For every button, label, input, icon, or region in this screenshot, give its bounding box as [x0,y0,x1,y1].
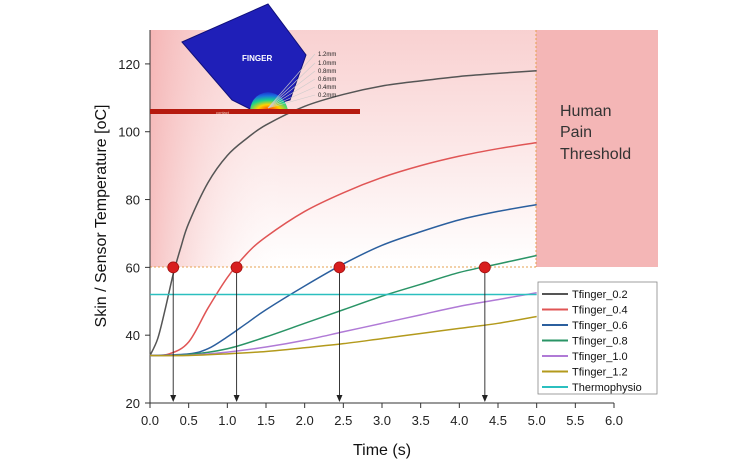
x-tick-label: 3.5 [412,413,430,428]
pain-region-right [536,30,658,267]
depth-label-3: 0.8mm [318,69,336,75]
y-tick-label: 60 [126,260,140,275]
legend-box [537,281,658,395]
depth-lines [267,53,316,109]
legend-label: Thermophysio [572,382,642,394]
y-tick-label: 120 [118,57,140,72]
x-tick-label: 4.0 [450,413,468,428]
x-ticks: 0.0 0.5 1.0 1.5 2.0 2.5 3.0 3.5 4.0 4.5 5.0 5.5 6.0 [141,403,623,428]
depth-label-4: 0.6mm [318,77,336,83]
marker-arrow-head [233,395,240,402]
x-tick-label: 6.0 [605,413,623,428]
series-group [149,69,537,357]
marker-point [230,261,243,274]
x-tick-label: 5.0 [528,413,546,428]
series-line-Tfinger_0.6 [149,203,537,357]
depth-label-5: 0.4mm [318,85,336,91]
marker-point [167,261,180,274]
pain-label-line2: Pain [560,124,592,141]
x-tick-label: 0.0 [141,413,159,428]
legend-label: Tfinger_1.2 [572,367,628,379]
y-tick-label: 20 [126,396,140,411]
series-line-Tfinger_1.2 [149,315,537,357]
legend-label: Tfinger_0.2 [572,289,628,301]
x-tick-label: 2.0 [296,413,314,428]
x-tick-label: 4.5 [489,413,507,428]
finger-shape [181,3,307,111]
marker-point [478,261,491,274]
x-tick-label: 5.5 [566,413,584,428]
series-line-Tfinger_0.8 [149,254,537,357]
y-tick-label: 100 [118,125,140,140]
pain-label-line3: Threshold [560,146,631,163]
contact-label: contact [216,110,230,115]
series-line-Tfinger_0.4 [149,141,537,357]
x-tick-label: 1.5 [257,413,275,428]
pain-label-line1: Human [560,103,612,120]
finger-label: FINGER [242,54,272,63]
legend-label: Tfinger_0.4 [572,305,628,317]
finger-inset: FINGER contact 1.2mm 1.0mm 0.8mm 0.6mm 0… [150,3,360,115]
finger-heat-zone [250,92,288,110]
x-tick-label: 0.5 [180,413,198,428]
markers-group [167,261,491,402]
legend-label: Tfinger_0.8 [572,336,628,348]
legend: Tfinger_0.2 Tfinger_0.4 Tfinger_0.6 Tfinger… [537,281,658,395]
marker-arrow-head [481,395,488,402]
series-line-Tfinger_0.2 [149,69,537,356]
y-tick-label: 40 [126,328,140,343]
x-tick-label: 2.5 [334,413,352,428]
y-tick-label: 80 [126,193,140,208]
x-axis-title: Time (s) [353,442,411,459]
marker-point [333,261,346,274]
x-tick-label: 1.0 [218,413,236,428]
depth-label-2: 1.0mm [318,61,336,67]
contact-bar [150,109,360,114]
series-line-Tfinger_1.0 [149,292,537,357]
y-ticks: 20 40 60 80 100 120 [118,57,150,411]
depth-label-6: 0.2mm [318,93,336,99]
legend-label: Tfinger_0.6 [572,320,628,332]
depth-label-1: 1.2mm [318,52,336,58]
legend-label: Tfinger_1.0 [572,351,628,363]
y-axis-title: Skin / Sensor Temperature [oC] [93,105,110,328]
marker-arrow-head [170,395,177,402]
marker-arrow-head [336,395,343,402]
x-tick-label: 3.0 [373,413,391,428]
